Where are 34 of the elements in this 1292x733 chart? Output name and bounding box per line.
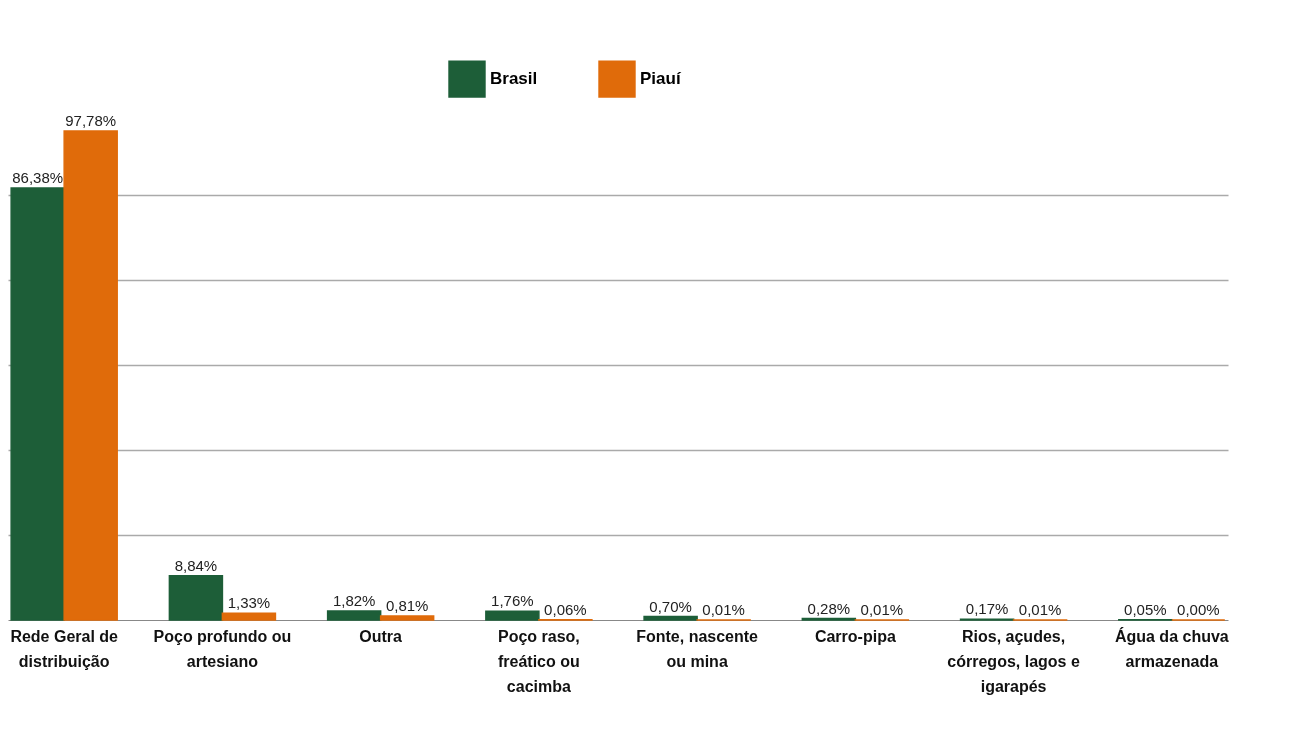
bar bbox=[643, 615, 698, 621]
x-tick-label: Fonte, nascente ou mina bbox=[636, 627, 759, 670]
legend-label: Piauí bbox=[640, 69, 682, 89]
data-label: 0,70% bbox=[649, 597, 692, 615]
bar bbox=[326, 610, 382, 621]
data-label: 0,06% bbox=[544, 600, 587, 618]
data-label: 97,78% bbox=[65, 112, 117, 130]
bar bbox=[168, 575, 224, 621]
data-label: 1,82% bbox=[332, 591, 376, 609]
data-label: 0,17% bbox=[965, 600, 1009, 618]
data-label: 0,00% bbox=[1177, 601, 1220, 618]
bar bbox=[379, 615, 435, 621]
data-label: 0,01% bbox=[702, 600, 745, 618]
data-label: 0,81% bbox=[385, 596, 429, 614]
data-label: 1,33% bbox=[227, 594, 271, 612]
data-label: 0,01% bbox=[860, 600, 904, 618]
x-tick-label: Outra bbox=[359, 627, 403, 645]
bar bbox=[485, 610, 540, 621]
data-label: 0,05% bbox=[1124, 600, 1167, 618]
data-label: 86,38% bbox=[12, 169, 64, 187]
bar bbox=[10, 187, 65, 621]
data-label: 0,28% bbox=[807, 599, 851, 617]
bar bbox=[221, 612, 277, 621]
x-tick-label: Carro-pipa bbox=[814, 627, 896, 645]
x-tick-label: Água da chuva armazenada bbox=[1114, 626, 1229, 670]
x-tick-label: Poço profundo ou artesiano bbox=[153, 627, 292, 670]
x-tick-label: Poço raso, freático ou cacimba bbox=[497, 627, 580, 695]
data-label: 1,76% bbox=[491, 592, 534, 610]
data-label: 0,01% bbox=[1018, 600, 1062, 618]
x-tick-label: Rede Geral de distribuição bbox=[10, 627, 119, 670]
x-tick-label: Rios, açudes, córregos, lagos e igarapés bbox=[947, 627, 1080, 695]
data-label: 8,84% bbox=[174, 556, 218, 574]
legend-label: Brasil bbox=[490, 69, 538, 89]
bar bbox=[63, 130, 118, 621]
